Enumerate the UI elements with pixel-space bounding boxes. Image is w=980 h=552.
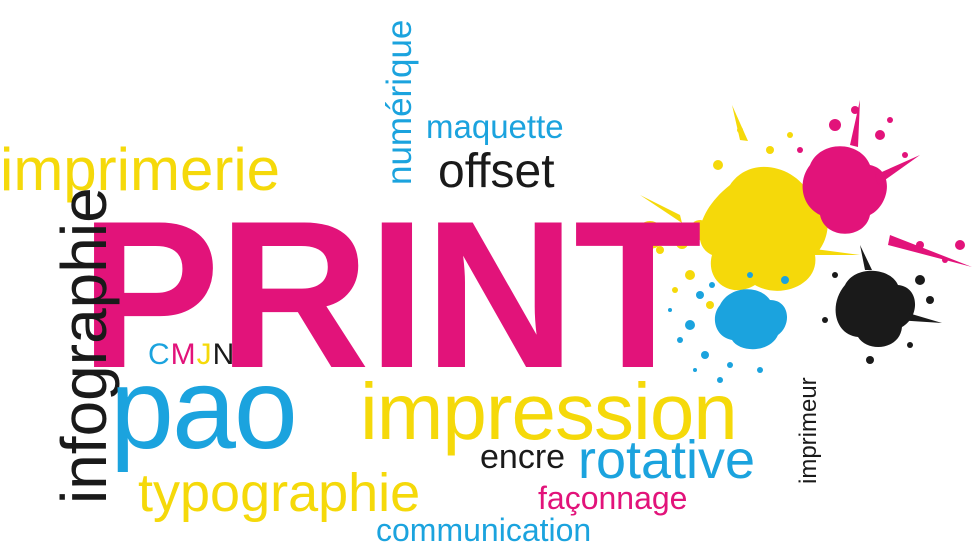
word-pao: pao [110, 345, 298, 473]
magenta-ink-splash [797, 100, 972, 267]
word-encre: encre [480, 438, 566, 476]
black-ink-splash [822, 245, 942, 364]
cyan-ink-splash [668, 272, 789, 383]
word-communication: communication [376, 512, 592, 548]
word-faconnage: façonnage [538, 480, 688, 516]
cmjn-letter-c: C [148, 338, 171, 371]
word-rotative: rotative [578, 430, 756, 490]
print-headline: PRINT [80, 177, 702, 412]
word-impression: impression [360, 367, 738, 456]
ink-splash-illustration [636, 100, 972, 383]
word-cmjn: CMJN [148, 340, 235, 370]
word-maquette: maquette [426, 108, 564, 145]
cmjn-letter-j: J [196, 338, 213, 371]
word-imprimerie: imprimerie [0, 136, 281, 203]
word-offset: offset [438, 145, 555, 198]
cmjn-letter-m: M [170, 338, 197, 371]
word-numerique: numérique [380, 19, 419, 185]
yellow-ink-splash [636, 105, 860, 309]
word-typographie: typographie [138, 463, 421, 523]
word-imprimeur: imprimeur [795, 377, 822, 484]
cmjn-letter-n: N [212, 338, 236, 371]
word-infographie: infographie [48, 187, 120, 504]
